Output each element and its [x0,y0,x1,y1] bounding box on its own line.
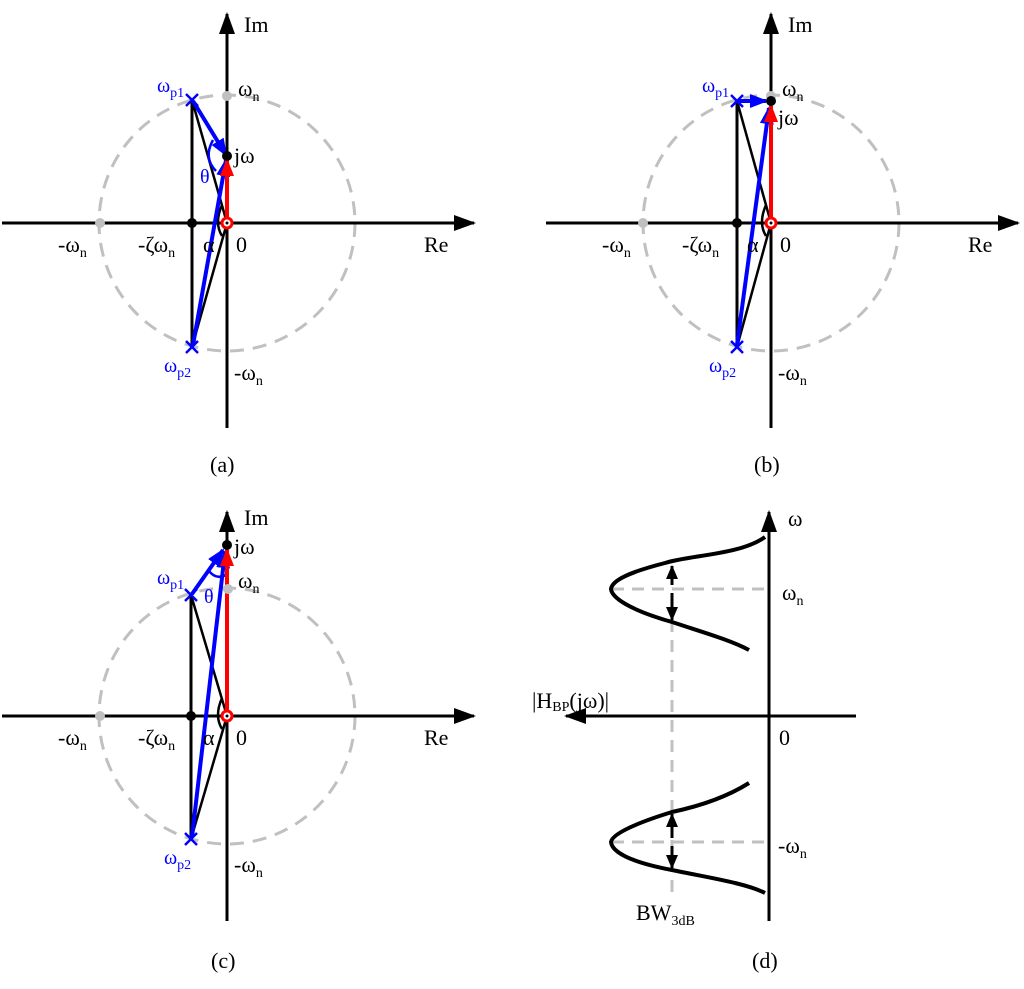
origin-label: 0 [780,232,791,257]
theta-arc [208,570,227,579]
zeta-wn-label: -ζωn [682,232,719,261]
im-axis-label: Im [788,12,812,37]
origin-dot [225,714,229,718]
origin-label: 0 [236,232,247,257]
caption-d: (d) [752,948,778,973]
panel-b: Im Re ωn -ωn -ωn -ζωn 0 jω α ωp1 ωp2 (b) [546,12,1020,477]
wn-point-left [95,711,105,721]
origin-label: 0 [236,725,247,750]
wn-label: ωn [782,580,803,609]
alpha-label: α [203,725,215,750]
pole2-cross-icon [730,340,744,354]
jw-point [222,540,232,550]
re-axis-label: Re [424,232,448,257]
wn-neg-im-label: -ωn [778,360,807,389]
pole2-vector [190,550,231,838]
omega-axis-label: ω [788,506,802,531]
pole1-label: ωp1 [157,75,184,101]
neg-wn-label: -ωn [778,833,807,862]
pole2-to-origin-line [189,715,229,840]
wn-point-left [95,218,105,228]
pole1-cross-icon [184,588,198,602]
pole2-vector [735,106,774,346]
response-curve-positive [608,535,767,652]
wn-neg-re-label: -ωn [602,232,631,261]
jw-point [766,96,776,106]
pole2-to-origin-line [735,222,773,348]
im-axis-label: Im [244,505,268,530]
pole1-cross-icon [730,94,744,108]
jw-label: jω [777,105,799,130]
pole1-cross-icon [185,93,199,107]
response-curve-negative [608,781,766,895]
wn-neg-im-label: -ωn [234,852,263,881]
alpha-arc [216,204,224,237]
wn-top-label: ωn [782,76,803,105]
re-axis-label: Re [968,232,992,257]
wn-point-top [222,91,232,101]
alpha-arc [760,204,768,237]
pole1-vector [190,548,225,596]
pole2-label: ωp2 [164,847,191,873]
jw-label: jω [233,143,255,168]
theta-arc [207,139,217,172]
caption-b: (b) [754,452,780,477]
wn-point-top [223,584,233,594]
pole2-cross-icon [185,340,199,354]
zeta-wn-label: -ζωn [138,232,175,261]
alpha-arc [216,697,224,730]
theta-label: θ [204,586,214,608]
im-axis-label: Im [244,12,268,37]
pole2-vector [191,158,231,346]
magnitude-axis-label: |HBP(jω)| [532,688,609,715]
pole1-label: ωp1 [157,567,184,593]
caption-a: (a) [210,452,234,477]
re-axis-label: Re [424,725,448,750]
pole2-label: ωp2 [164,355,191,381]
zeta-wn-point [186,711,196,721]
bw-label: BW3dB [636,900,695,929]
zeta-wn-label: -ζωn [138,725,175,754]
pole2-cross-icon [184,832,198,846]
pole2-label: ωp2 [709,355,736,381]
theta-label: θ [200,166,210,188]
origin-dot [225,221,229,225]
panel-d: ω |HBP(jω)| ωn -ωn 0 BW3dB (d) [532,506,856,973]
pole1-vector [191,99,228,157]
wn-top-label: ωn [238,76,259,105]
pole1-label: ωp1 [702,75,729,101]
wn-neg-re-label: -ωn [58,232,87,261]
alpha-label: α [203,232,215,257]
jw-label: jω [233,534,255,559]
wn-point-left [638,218,648,228]
zeta-wn-point [732,218,742,228]
origin-dot [769,221,773,225]
pole1-to-origin-line [735,100,773,224]
wn-neg-re-label: -ωn [58,725,87,754]
origin-label: 0 [779,725,790,750]
zeta-wn-point [187,218,197,228]
alpha-label: α [747,232,759,257]
wn-top-label: ωn [238,568,259,597]
panel-a: Im Re ωn -ωn -ωn -ζωn 0 jω α θ ωp1 ωp2 (… [2,12,476,477]
wn-neg-im-label: -ωn [234,360,263,389]
panel-c: Im Re ωn -ωn -ωn -ζωn 0 jω α θ ωp1 ωp2 (… [2,505,476,973]
pole1-to-origin-line [189,594,229,717]
jw-point [222,151,232,161]
caption-c: (c) [211,948,235,973]
